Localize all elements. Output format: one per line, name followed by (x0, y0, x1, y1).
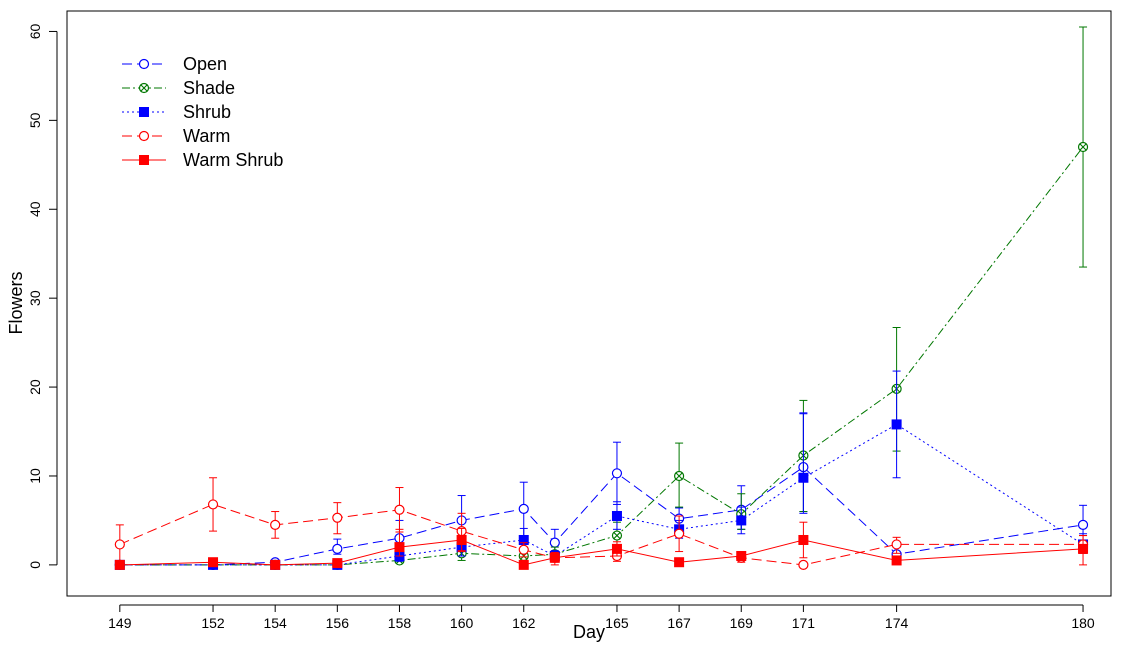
x-tick-label: 162 (512, 615, 536, 631)
legend-label: Shrub (183, 102, 231, 122)
x-tick-label: 154 (263, 615, 287, 631)
y-tick-label: 10 (27, 468, 43, 484)
x-axis: 149 152 154 156 158 160 162 165 167 169 171 174 180 (108, 604, 1095, 631)
legend-marker (138, 82, 150, 94)
legend-label: Warm Shrub (183, 150, 283, 170)
data-point (891, 539, 902, 550)
data-point (207, 499, 219, 510)
data-point (1077, 141, 1089, 153)
data-point (891, 419, 902, 430)
series-warm-shrub (114, 521, 1089, 570)
x-tick-label: 169 (730, 615, 754, 631)
series-line (119, 146, 1084, 566)
x-tick-label: 152 (201, 615, 225, 631)
data-point (332, 512, 343, 523)
data-point (518, 503, 529, 514)
data-point (208, 557, 219, 568)
data-point (394, 504, 405, 515)
data-point (518, 544, 529, 555)
plot-area (114, 26, 1089, 570)
data-point (549, 537, 560, 548)
series-open (114, 413, 1089, 570)
data-point (798, 534, 809, 545)
x-tick-label: 160 (450, 615, 474, 631)
data-point (549, 552, 560, 563)
x-tick-label: 156 (326, 615, 350, 631)
x-axis-title: Day (573, 622, 605, 642)
marker-cross-b (613, 531, 621, 540)
data-point (1077, 519, 1089, 530)
marker-cross-b (1079, 143, 1087, 151)
x-tick-label: 171 (792, 615, 816, 631)
legend-label: Shade (183, 78, 235, 98)
legend-item: Shade (122, 78, 235, 98)
legend-item: Shrub (122, 102, 231, 122)
series-line (119, 503, 1083, 566)
data-point (394, 542, 405, 553)
data-point (891, 555, 902, 566)
legend: Open Shade Shrub Warm Warm Shrub (122, 54, 283, 170)
legend-label: Warm (183, 126, 230, 146)
y-axis: 0 10 20 30 40 50 60 (27, 23, 58, 569)
series-warm (114, 477, 1089, 570)
data-point (114, 559, 125, 570)
y-tick-label: 30 (27, 290, 43, 306)
plot-frame (66, 10, 1112, 597)
x-tick-label: 149 (108, 615, 132, 631)
x-tick-label: 174 (885, 615, 909, 631)
y-tick-label: 50 (27, 112, 43, 128)
data-point (798, 559, 809, 570)
legend-marker (138, 58, 150, 70)
y-tick-label: 0 (27, 561, 43, 569)
marker-cross-b (140, 84, 148, 92)
data-point (736, 550, 747, 561)
legend-item: Warm (122, 126, 230, 146)
x-tick-label: 165 (605, 615, 629, 631)
data-point (332, 543, 343, 554)
data-point (518, 559, 529, 570)
data-point (1078, 543, 1089, 554)
legend-marker (138, 130, 150, 142)
data-point (270, 519, 281, 530)
data-point (611, 543, 622, 554)
legend-marker (139, 107, 149, 117)
series-line (119, 539, 1084, 566)
legend-item: Warm Shrub (122, 150, 283, 170)
data-point (798, 472, 809, 483)
data-point (736, 515, 747, 526)
data-point (332, 558, 343, 569)
x-tick-label: 180 (1071, 615, 1095, 631)
y-tick-label: 40 (27, 201, 43, 217)
legend-item: Open (122, 54, 227, 74)
legend-label: Open (183, 54, 227, 74)
y-tick-label: 20 (27, 379, 43, 395)
data-point (674, 557, 685, 568)
data-point (674, 528, 685, 539)
x-tick-label: 167 (667, 615, 691, 631)
series-line (119, 423, 1084, 566)
series-line (119, 466, 1084, 566)
data-point (611, 530, 623, 541)
series-shade (114, 26, 1089, 570)
data-point (270, 559, 281, 570)
y-tick-label: 60 (27, 23, 43, 39)
x-tick-label: 158 (388, 615, 412, 631)
y-axis-title: Flowers (6, 271, 26, 334)
data-point (114, 539, 125, 550)
legend-marker (139, 155, 149, 165)
data-point (611, 468, 623, 479)
data-point (456, 534, 467, 545)
series-shrub (114, 370, 1089, 570)
data-point (674, 470, 685, 482)
marker-cross-b (675, 472, 683, 480)
data-point (611, 510, 622, 521)
